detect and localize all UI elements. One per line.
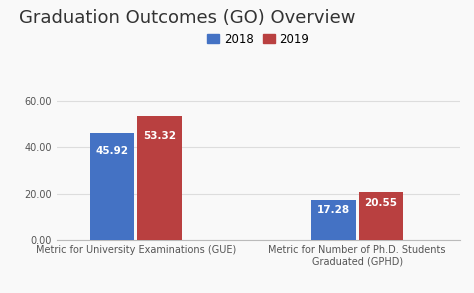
Text: Graduation Outcomes (GO) Overview: Graduation Outcomes (GO) Overview <box>19 9 355 27</box>
Text: 45.92: 45.92 <box>96 146 128 156</box>
Bar <box>359 193 403 240</box>
Text: 20.55: 20.55 <box>365 198 397 208</box>
Bar <box>90 133 134 240</box>
Bar <box>137 116 182 240</box>
Text: 53.32: 53.32 <box>143 131 176 141</box>
Text: 17.28: 17.28 <box>317 205 350 215</box>
Bar <box>311 200 356 240</box>
Legend: 2018, 2019: 2018, 2019 <box>202 28 314 50</box>
